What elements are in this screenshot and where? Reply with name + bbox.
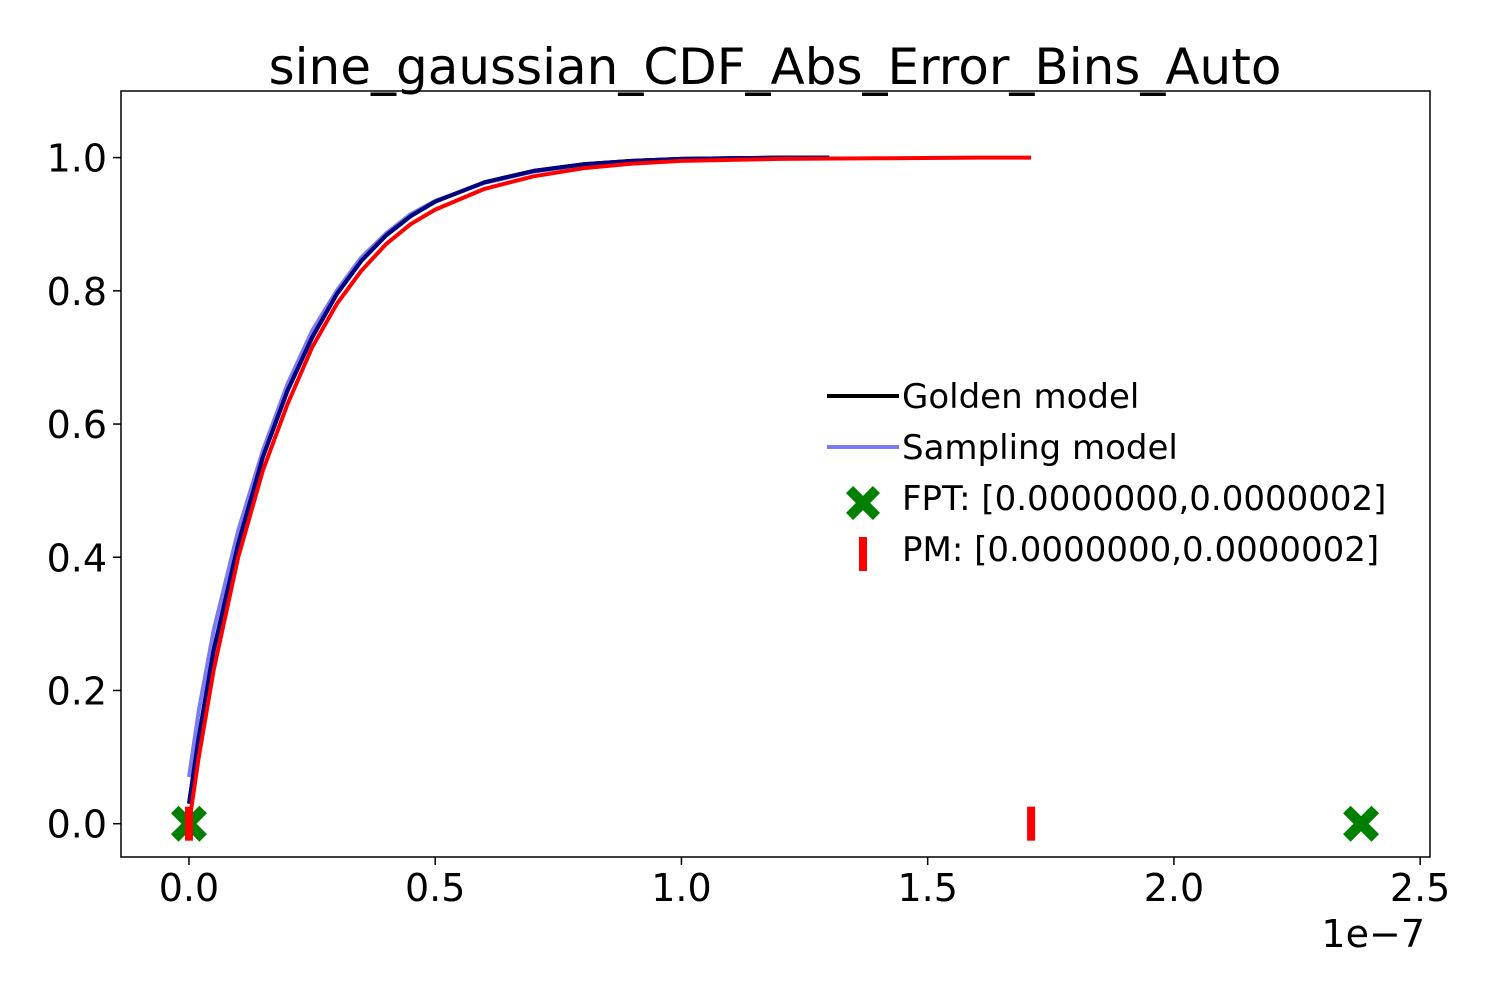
- fpt-marker: [1343, 805, 1380, 842]
- legend-label: Golden model: [902, 377, 1139, 417]
- series-markers: [170, 805, 1380, 842]
- y-axis: 0.0 0.2 0.4 0.6 0.8 1.0: [47, 137, 121, 847]
- x-tick-label: 0.5: [405, 866, 465, 910]
- legend-swatch-pm-marker: [859, 537, 867, 571]
- legend-label: FPT: [0.0000000,0.0000002]: [902, 479, 1386, 519]
- legend-label: PM: [0.0000000,0.0000002]: [902, 530, 1379, 570]
- y-tick-label: 0.0: [47, 803, 107, 847]
- chart-title: sine_gaussian_CDF_Abs_Error_Bins_Auto: [269, 38, 1282, 96]
- x-tick-label: 2.5: [1390, 866, 1450, 910]
- x-tick-label: 1.0: [651, 866, 711, 910]
- x-tick-label: 1.5: [897, 866, 957, 910]
- legend-label: Sampling model: [902, 428, 1178, 468]
- x-tick-label: 2.0: [1144, 866, 1204, 910]
- series-lines: [187, 155, 1032, 824]
- legend-swatch-fpt-marker: [846, 486, 880, 520]
- y-tick-label: 1.0: [47, 137, 107, 181]
- x-tick-label: 0.0: [159, 866, 219, 910]
- series-line-golden-model-overlay: [187, 155, 830, 804]
- legend: Golden model Sampling model FPT: [0.000000…: [827, 377, 1386, 571]
- y-tick-label: 0.4: [47, 536, 107, 580]
- x-axis-offset-label: 1e−7: [1321, 912, 1425, 956]
- pm-marker: [184, 806, 193, 841]
- pm-marker: [1027, 806, 1036, 841]
- series-line-pm-cdf: [187, 155, 1032, 824]
- y-tick-label: 0.8: [47, 270, 107, 314]
- x-axis: 0.0 0.5 1.0 1.5 2.0 2.5: [159, 857, 1450, 910]
- y-tick-label: 0.6: [47, 403, 107, 447]
- plot-frame: [120, 90, 1431, 858]
- y-tick-label: 0.2: [47, 669, 107, 713]
